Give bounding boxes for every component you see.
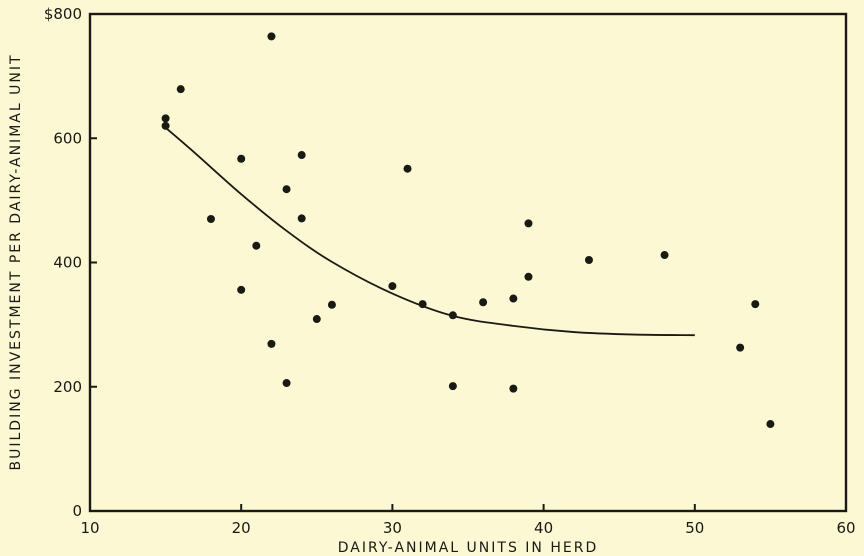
data-point xyxy=(448,311,457,320)
x-tick-label: 30 xyxy=(383,519,402,537)
y-tick-label: $800 xyxy=(44,5,82,23)
data-point xyxy=(524,219,533,228)
data-points xyxy=(161,32,775,429)
x-tick-label: 50 xyxy=(685,519,704,537)
x-tick-label: 60 xyxy=(836,519,855,537)
data-point xyxy=(524,272,533,281)
x-tick-label: 10 xyxy=(80,519,99,537)
data-point xyxy=(282,379,291,388)
data-point xyxy=(282,185,291,194)
data-point xyxy=(448,382,457,391)
y-tick-label: 600 xyxy=(53,129,82,147)
data-point xyxy=(660,251,669,260)
data-point xyxy=(403,164,412,173)
data-point xyxy=(252,241,261,250)
data-point xyxy=(736,343,745,352)
data-point xyxy=(479,298,488,307)
y-tick-label: 200 xyxy=(53,378,82,396)
x-axis-title: DAIRY-ANIMAL UNITS IN HERD xyxy=(338,540,598,556)
data-point xyxy=(237,154,246,163)
data-point xyxy=(766,420,775,429)
y-axis-title: BUILDING INVESTMENT PER DAIRY-ANIMAL UNI… xyxy=(8,54,24,471)
y-axis-ticks: 0 200 400 600 $800 xyxy=(44,5,97,520)
trend-curve xyxy=(165,127,695,337)
data-point xyxy=(206,215,215,224)
data-point xyxy=(161,114,170,123)
data-point xyxy=(312,315,321,324)
data-point xyxy=(509,294,518,303)
data-point xyxy=(509,384,518,393)
data-point xyxy=(267,339,276,348)
data-point xyxy=(176,85,185,94)
y-tick-label: 400 xyxy=(53,254,82,272)
data-point xyxy=(297,214,306,223)
x-axis-ticks: 10 20 30 40 50 60 xyxy=(80,504,856,537)
data-point xyxy=(327,300,336,309)
data-point xyxy=(584,256,593,265)
y-tick-label: 0 xyxy=(72,502,82,520)
data-point xyxy=(388,282,397,291)
data-point xyxy=(297,151,306,160)
data-point xyxy=(237,285,246,294)
data-point xyxy=(751,300,760,309)
plot-frame xyxy=(88,12,848,513)
data-point xyxy=(267,32,276,41)
data-point xyxy=(161,121,170,130)
data-point xyxy=(418,300,427,309)
x-tick-label: 20 xyxy=(232,519,251,537)
x-tick-label: 40 xyxy=(534,519,553,537)
